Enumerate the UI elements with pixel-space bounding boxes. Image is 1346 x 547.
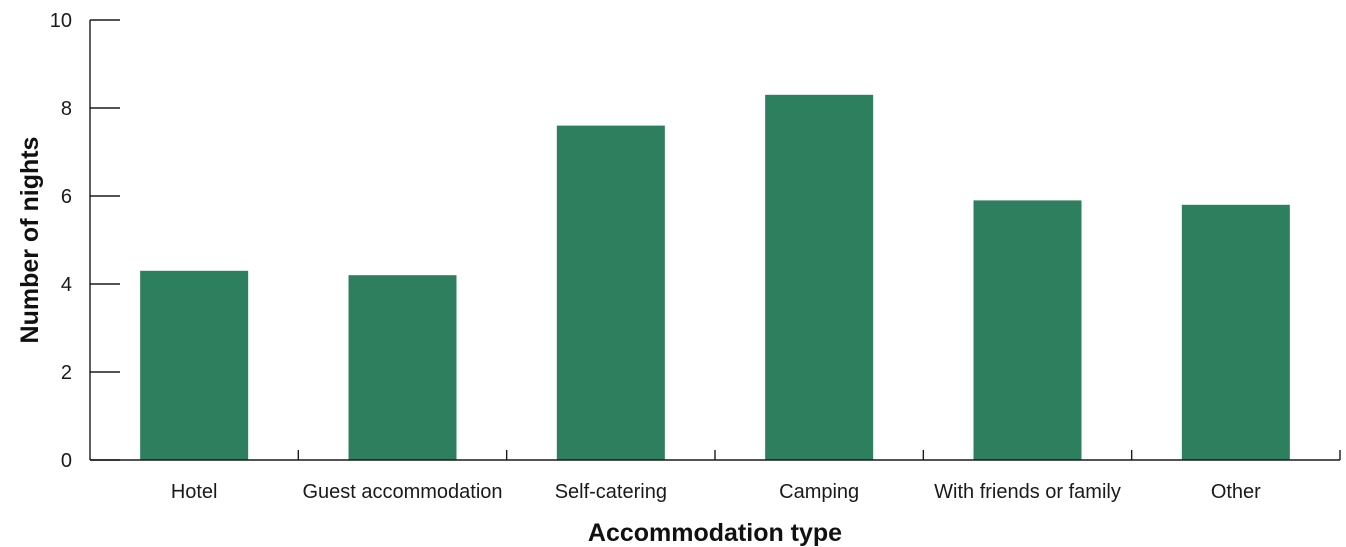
y-tick-label: 8 [61,98,72,120]
bar [1181,204,1290,460]
y-tick-label: 6 [61,186,72,208]
bars-group [140,94,1290,461]
x-tick-label: Hotel [171,481,218,503]
axes-group [89,20,1340,461]
x-axis-title: Accommodation type [588,519,842,547]
bar [348,275,457,460]
x-tick-label: Other [1211,481,1261,503]
x-tick-label: Camping [779,481,859,503]
y-tick-label: 10 [50,10,72,32]
bar [556,125,665,460]
x-tick-label: With friends or family [934,481,1121,503]
x-ticks-group: Hotel Guest accommodation Self-catering Cam… [171,450,1341,503]
y-tick-label: 4 [61,274,72,296]
bar [973,200,1082,460]
y-ticks-group: 0 2 4 6 8 10 [50,10,120,472]
bar [140,270,249,460]
y-tick-label: 0 [61,450,72,472]
bar [765,94,874,461]
x-tick-label: Guest accommodation [302,481,502,503]
y-axis-title: Number of nights [16,137,44,344]
x-tick-label: Self-catering [555,481,667,503]
y-tick-label: 2 [61,362,72,384]
